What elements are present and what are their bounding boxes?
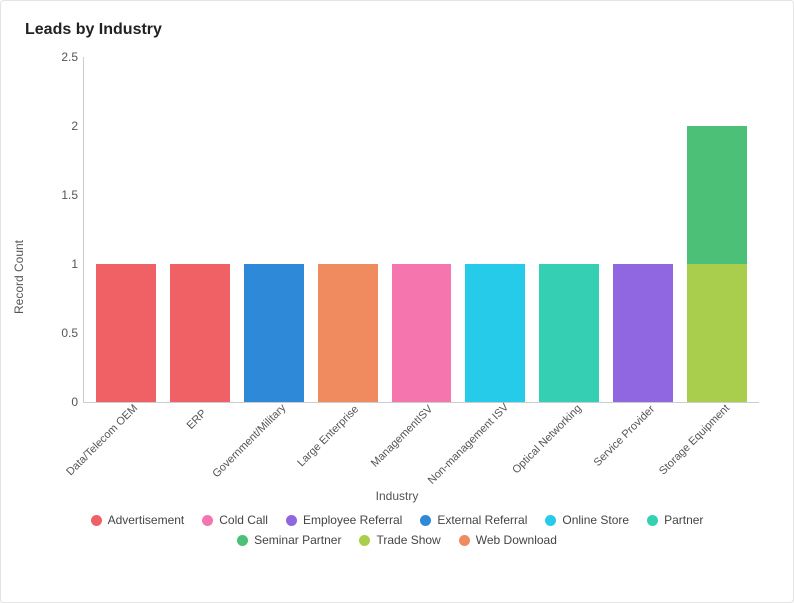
x-tick-slot: Storage Equipment — [687, 403, 747, 507]
y-tick-label: 1 — [44, 257, 78, 271]
x-tick-label: Large Enterprise — [295, 403, 361, 469]
y-tick-label: 0.5 — [44, 326, 78, 340]
bar-segment[interactable] — [687, 264, 747, 402]
y-tick-label: 0 — [44, 395, 78, 409]
legend: Advertisement Cold Call Employee Referral E… — [25, 513, 769, 547]
legend-swatch-icon — [647, 515, 658, 526]
plot-region: 00.511.522.5 — [83, 57, 759, 403]
legend-item[interactable]: Online Store — [545, 513, 629, 527]
legend-label: Advertisement — [108, 513, 185, 527]
bar — [244, 57, 304, 402]
legend-label: Cold Call — [219, 513, 268, 527]
bars-container — [84, 57, 759, 402]
bar-segment[interactable] — [613, 264, 673, 402]
x-tick-slot: Service Provider — [613, 403, 673, 507]
x-tick-slot: Large Enterprise — [317, 403, 377, 507]
bar — [465, 57, 525, 402]
legend-item[interactable]: Partner — [647, 513, 703, 527]
legend-label: Employee Referral — [303, 513, 402, 527]
x-tick-label: Service Provider — [592, 403, 658, 469]
bar-segment[interactable] — [465, 264, 525, 402]
x-tick-slot: Non-management ISV — [465, 403, 525, 507]
legend-label: Trade Show — [376, 533, 440, 547]
bar-segment[interactable] — [687, 126, 747, 264]
legend-item[interactable]: Cold Call — [202, 513, 268, 527]
legend-item[interactable]: Employee Referral — [286, 513, 402, 527]
legend-item[interactable]: Trade Show — [359, 533, 440, 547]
legend-swatch-icon — [359, 535, 370, 546]
bar — [96, 57, 156, 402]
bar — [539, 57, 599, 402]
legend-label: Seminar Partner — [254, 533, 341, 547]
x-tick-label: Data/Telecom OEM — [64, 402, 140, 478]
x-tick-label: ERP — [185, 407, 209, 431]
chart-card: Leads by Industry Record Count 00.511.52… — [0, 0, 794, 603]
bar-segment[interactable] — [318, 264, 378, 402]
legend-item[interactable]: Advertisement — [91, 513, 185, 527]
x-tick-slot: Data/Telecom OEM — [95, 403, 155, 507]
legend-item[interactable]: Seminar Partner — [237, 533, 341, 547]
y-axis-label: Record Count — [12, 240, 26, 314]
x-axis-label: Industry — [376, 489, 419, 503]
legend-swatch-icon — [459, 535, 470, 546]
bar-segment[interactable] — [392, 264, 452, 402]
x-tick-slot: Government/Military — [243, 403, 303, 507]
legend-item[interactable]: Web Download — [459, 533, 557, 547]
chart-area: Record Count 00.511.522.5 Data/Telecom O… — [25, 47, 769, 507]
y-tick-label: 2 — [44, 119, 78, 133]
legend-label: Web Download — [476, 533, 557, 547]
chart-title: Leads by Industry — [25, 21, 769, 39]
bar-segment[interactable] — [170, 264, 230, 402]
bar — [687, 57, 747, 402]
y-tick-label: 1.5 — [44, 188, 78, 202]
legend-item[interactable]: External Referral — [420, 513, 527, 527]
legend-swatch-icon — [91, 515, 102, 526]
bar — [392, 57, 452, 402]
bar-segment[interactable] — [96, 264, 156, 402]
legend-swatch-icon — [237, 535, 248, 546]
x-tick-slot: ERP — [169, 403, 229, 507]
x-tick-labels: Data/Telecom OEM ERP Government/MilitaryLa… — [83, 403, 759, 507]
legend-label: Online Store — [562, 513, 629, 527]
legend-swatch-icon — [202, 515, 213, 526]
bar — [318, 57, 378, 402]
y-tick-label: 2.5 — [44, 50, 78, 64]
legend-swatch-icon — [286, 515, 297, 526]
legend-label: External Referral — [437, 513, 527, 527]
x-tick-slot: Optical Networking — [539, 403, 599, 507]
bar — [613, 57, 673, 402]
bar — [170, 57, 230, 402]
x-tick-label: ManagementISV — [369, 403, 435, 469]
bar-segment[interactable] — [244, 264, 304, 402]
legend-swatch-icon — [545, 515, 556, 526]
legend-label: Partner — [664, 513, 703, 527]
legend-swatch-icon — [420, 515, 431, 526]
bar-segment[interactable] — [539, 264, 599, 402]
